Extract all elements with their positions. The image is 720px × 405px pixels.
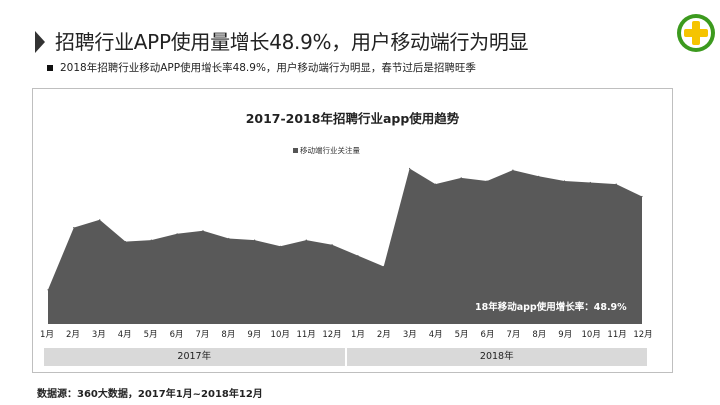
x-tick-label: 12月 xyxy=(633,330,653,340)
data-point xyxy=(589,181,591,184)
chart-frame: 2017-2018年招聘行业app使用趋势 移动端行业关注量 18年移动app使… xyxy=(32,88,673,373)
legend-label: 移动端行业关注量 xyxy=(300,146,360,155)
x-tick-label: 5月 xyxy=(143,330,158,340)
data-point xyxy=(279,245,281,247)
data-point xyxy=(409,167,411,170)
data-point xyxy=(486,180,488,182)
x-tick-label: 8月 xyxy=(221,330,236,340)
title-arrow-icon xyxy=(35,31,45,53)
x-axis-months: 1月 2月 3月 4月 5月 6月 7月 8月 9月 10月 11月 12月 1月 2月 3月 4月 5月 6月 7… xyxy=(33,328,672,342)
x-tick-label: 1月 xyxy=(350,330,365,340)
data-point xyxy=(202,230,204,232)
x-tick-label: 10月 xyxy=(581,330,601,340)
data-point xyxy=(512,169,514,171)
data-point xyxy=(615,183,617,185)
x-tick-label: 12月 xyxy=(322,330,342,340)
growth-annotation: 18年移动app使用增长率：48.9% xyxy=(475,302,627,313)
x-tick-label: 3月 xyxy=(402,330,417,340)
data-point xyxy=(641,195,643,198)
x-tick-label: 9月 xyxy=(558,330,573,340)
data-point xyxy=(383,265,385,268)
data-point xyxy=(563,180,566,182)
data-point xyxy=(47,289,49,291)
year-group-label: 2017年 xyxy=(44,348,345,366)
x-tick-label: 5月 xyxy=(454,330,469,340)
chart-legend: 移动端行业关注量 xyxy=(293,145,360,156)
x-tick-label: 4月 xyxy=(428,330,443,340)
x-tick-label: 2月 xyxy=(65,330,80,340)
x-tick-label: 2月 xyxy=(376,330,391,340)
data-point xyxy=(357,255,359,257)
data-point xyxy=(538,175,540,177)
data-point xyxy=(434,183,436,185)
x-tick-label: 8月 xyxy=(532,330,547,340)
x-tick-label: 10月 xyxy=(270,330,290,340)
data-source: 数据源：360大数据，2017年1月~2018年12月 xyxy=(37,389,263,400)
data-point xyxy=(305,239,307,241)
page-subtitle: 2018年招聘行业移动APP使用增长率48.9%，用户移动端行为明显，春节过后是… xyxy=(60,62,476,74)
data-point xyxy=(99,219,101,221)
x-tick-label: 7月 xyxy=(506,330,521,340)
data-point xyxy=(150,239,152,241)
x-tick-label: 3月 xyxy=(91,330,106,340)
data-point xyxy=(73,227,75,229)
data-point xyxy=(331,244,333,246)
data-point xyxy=(228,237,230,240)
legend-swatch xyxy=(293,148,298,153)
plus-circle-icon xyxy=(675,12,717,54)
series-area xyxy=(48,168,642,324)
x-tick-label: 11月 xyxy=(296,330,316,340)
x-tick-label: 6月 xyxy=(169,330,184,340)
x-tick-label: 1月 xyxy=(40,330,54,340)
page-title: 招聘行业APP使用量增长48.9%，用户移动端行为明显 xyxy=(55,30,529,54)
x-tick-label: 7月 xyxy=(195,330,210,340)
data-point xyxy=(254,239,256,241)
x-tick-label: 9月 xyxy=(247,330,262,340)
x-tick-label: 6月 xyxy=(480,330,495,340)
area-chart xyxy=(47,167,643,324)
x-tick-label: 11月 xyxy=(607,330,627,340)
bullet-square-icon xyxy=(47,65,53,71)
chart-title: 2017-2018年招聘行业app使用趋势 xyxy=(245,111,460,126)
year-group-label: 2018年 xyxy=(346,348,647,366)
data-point xyxy=(460,177,462,179)
data-point xyxy=(176,233,178,235)
data-point xyxy=(124,241,127,243)
x-tick-label: 4月 xyxy=(117,330,132,340)
